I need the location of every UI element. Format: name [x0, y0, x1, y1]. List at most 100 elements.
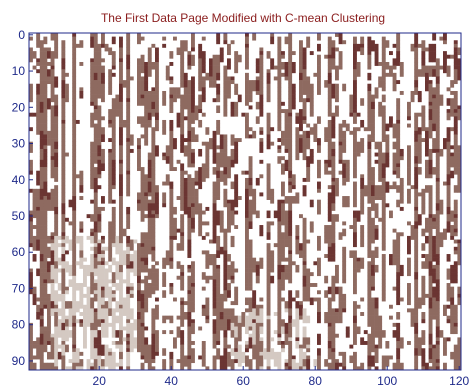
heatmap-cell [399, 366, 404, 371]
heatmap-cell [306, 163, 311, 168]
heatmap-cell [299, 58, 303, 63]
heatmap-cell [248, 105, 253, 110]
heatmap-cell [101, 257, 105, 262]
heatmap-cell [147, 235, 152, 240]
heatmap-cell [223, 254, 228, 258]
heatmap-cell [119, 36, 123, 41]
heatmap-cell [36, 196, 41, 200]
heatmap-cell [144, 286, 149, 291]
heatmap-cell [216, 87, 221, 92]
heatmap-cell [288, 293, 293, 298]
heatmap-cell [97, 257, 102, 262]
heatmap-cell [288, 232, 293, 237]
heatmap-cell [65, 152, 69, 157]
heatmap-cell [194, 134, 199, 139]
heatmap-cell [72, 94, 77, 99]
heatmap-cell [155, 315, 159, 320]
heatmap-cell [223, 283, 228, 287]
heatmap-cell [302, 268, 307, 273]
heatmap-cell [309, 156, 314, 161]
heatmap-cell [252, 326, 257, 331]
heatmap-cell [309, 112, 314, 117]
heatmap-cell [396, 138, 401, 143]
heatmap-cell [54, 214, 59, 219]
heatmap-cell [259, 90, 264, 95]
heatmap-cell [165, 315, 170, 320]
heatmap-cell [281, 210, 285, 215]
heatmap-cell [144, 355, 149, 360]
heatmap-cell [90, 43, 95, 48]
heatmap-cell [144, 243, 149, 248]
heatmap-cell [288, 330, 293, 335]
heatmap-cell [137, 159, 141, 164]
heatmap-cell [43, 138, 48, 143]
heatmap-cell [266, 283, 271, 287]
heatmap-cell [54, 148, 59, 153]
heatmap-cell [72, 246, 77, 251]
heatmap-cell [79, 261, 84, 266]
heatmap-cell [126, 261, 131, 266]
heatmap-cell [266, 196, 271, 200]
heatmap-cell [72, 308, 77, 313]
heatmap-cell [79, 228, 84, 233]
heatmap-cell [374, 297, 379, 302]
heatmap-cell [47, 72, 51, 77]
heatmap-cell [43, 90, 48, 95]
heatmap-cell [162, 275, 167, 280]
heatmap-cell [122, 228, 127, 233]
heatmap-cell [367, 163, 372, 168]
heatmap-cell [180, 228, 185, 233]
heatmap-cell [68, 243, 73, 248]
heatmap-cell [270, 254, 275, 258]
heatmap-cell [144, 246, 149, 251]
heatmap-cell [180, 163, 185, 168]
heatmap-cell [371, 250, 375, 255]
heatmap-cell [349, 355, 354, 360]
heatmap-cell [147, 286, 152, 291]
heatmap-cell [414, 43, 419, 48]
heatmap-cell [32, 362, 37, 367]
heatmap-cell [230, 235, 235, 240]
heatmap-cell [331, 322, 336, 327]
heatmap-cell [79, 225, 84, 229]
heatmap-cell [54, 192, 59, 197]
heatmap-cell [108, 250, 113, 255]
heatmap-cell [381, 261, 386, 266]
heatmap-cell [162, 359, 167, 364]
heatmap-cell [317, 341, 321, 345]
heatmap-cell [61, 174, 66, 179]
heatmap-cell [187, 174, 192, 179]
heatmap-cell [43, 264, 48, 269]
heatmap-cell [104, 304, 109, 309]
heatmap-cell [169, 138, 174, 143]
heatmap-cell [101, 279, 105, 284]
heatmap-cell [385, 181, 390, 186]
heatmap-cell [248, 225, 253, 229]
heatmap-cell [371, 344, 375, 349]
heatmap-cell [155, 341, 159, 345]
heatmap-cell [327, 257, 332, 262]
heatmap-cell [259, 362, 264, 367]
heatmap-cell [119, 163, 123, 168]
heatmap-cell [187, 322, 192, 327]
heatmap-cell [216, 319, 221, 324]
heatmap-cell [137, 293, 141, 298]
heatmap-cell [54, 225, 59, 229]
heatmap-cell [137, 152, 141, 157]
heatmap-cell [29, 163, 33, 168]
heatmap-cell [205, 152, 210, 157]
heatmap-cell [248, 170, 253, 175]
heatmap-cell [360, 51, 365, 56]
heatmap-cell [302, 148, 307, 153]
heatmap-cell [259, 359, 264, 364]
heatmap-cell [378, 105, 383, 110]
heatmap-cell [223, 141, 228, 146]
heatmap-cell [180, 145, 185, 150]
heatmap-cell [353, 214, 357, 219]
heatmap-cell [241, 319, 246, 324]
heatmap-cell [79, 246, 84, 251]
heatmap-cell [410, 90, 415, 95]
heatmap-cell [104, 301, 109, 306]
heatmap-cell [43, 47, 48, 52]
heatmap-cell [248, 297, 253, 302]
